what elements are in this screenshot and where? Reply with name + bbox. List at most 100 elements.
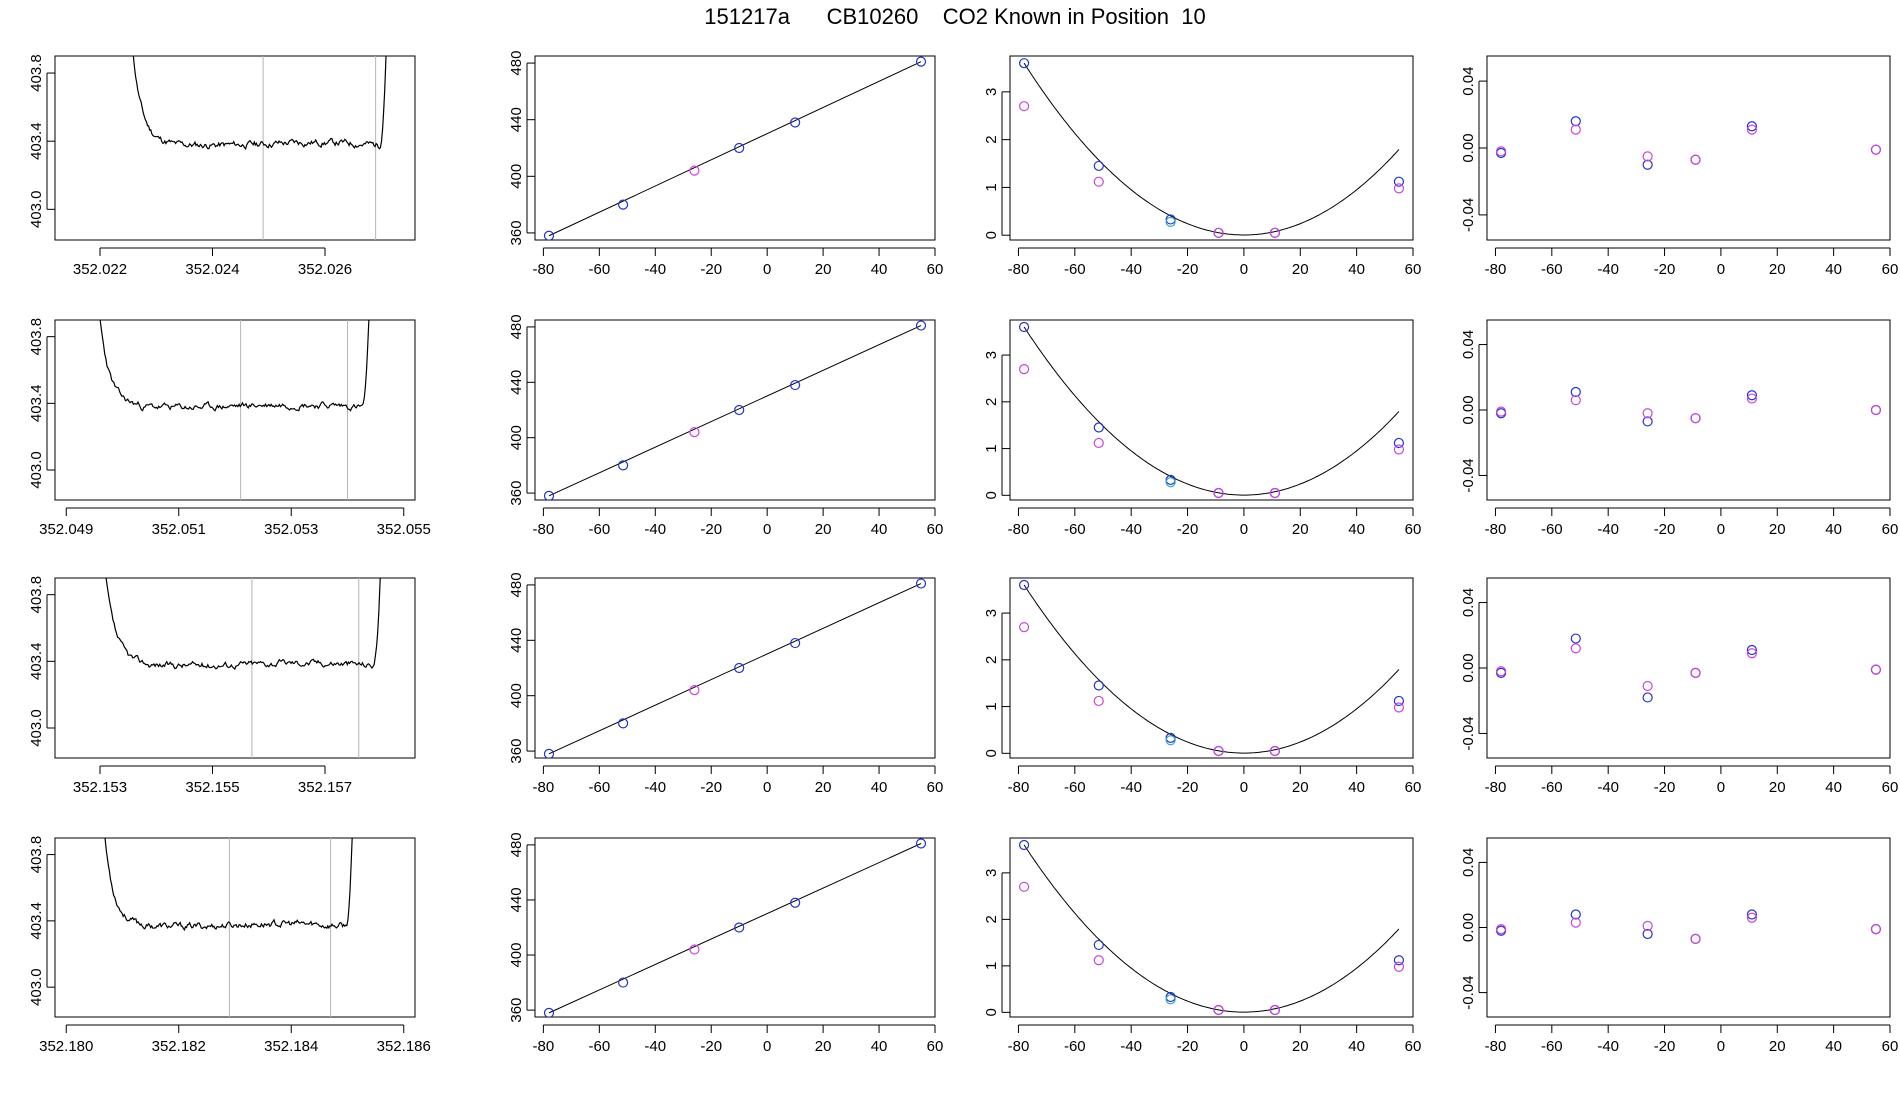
y-tick-label: 440 [508,628,525,653]
x-tick-label: -60 [1064,261,1086,278]
panel-fit-row-1: -80 -60 -40 -20 0 20 40 60 360 400 440 480 [508,51,943,278]
data-point [1093,422,1104,433]
data-point [1393,183,1405,194]
x-tick-label: 40 [1348,779,1365,796]
x-tick-label: 0 [1240,779,1248,796]
plot-area [543,838,927,1017]
data-point [1570,395,1581,406]
x-tick-label: 352.053 [264,521,318,538]
fit-curve [1023,584,1400,754]
data-point [915,578,927,589]
x-tick-label: 60 [1882,261,1899,278]
x-tick-label: -60 [1541,1038,1563,1055]
x-tick-label: 352.153 [73,779,127,796]
x-tick-label: 40 [1825,521,1842,538]
data-point [1093,955,1104,966]
x-tick-label: 20 [1769,521,1786,538]
x-tick-label: 60 [1405,521,1422,538]
x-tick-label: 40 [871,1038,888,1055]
x-tick-label: -80 [1008,779,1030,796]
y-tick-label: 480 [508,314,525,339]
data-point [1213,487,1224,499]
x-tick-label: 60 [927,1038,944,1055]
plot-frame [534,55,936,241]
x-tick-label: -40 [1597,779,1619,796]
data-point [1570,643,1581,654]
data-point [1165,216,1176,227]
y-tick-label: -0.04 [1460,975,1477,1009]
x-tick-label: -60 [1541,261,1563,278]
x-tick-label: 60 [1405,261,1422,278]
y-tick-label: 400 [508,425,525,450]
x-tick-label: 40 [871,521,888,538]
data-point [1269,1004,1281,1016]
data-point [618,718,629,729]
plot-frame [534,577,936,759]
x-tick-label: 40 [1348,261,1365,278]
x-tick-label: -20 [700,1038,722,1055]
x-tick-label: 60 [927,521,944,538]
x-tick-label: 20 [815,1038,832,1055]
data-point [915,56,927,67]
y-tick-label: 3 [983,869,1000,877]
data-point [1495,406,1507,417]
y-tick-label: 440 [508,107,525,132]
data-point [1746,124,1758,135]
data-point [734,404,745,416]
y-tick-label: 403.8 [28,836,45,874]
data-point [618,460,629,471]
x-tick-label: -60 [588,779,610,796]
y-tick-label: 0 [983,231,1000,239]
x-tick-label: 20 [1292,261,1309,278]
y-tick-label: 403.8 [28,318,45,356]
data-point [1093,176,1104,187]
x-tick-label: -80 [533,1038,555,1055]
data-point [1018,839,1030,851]
plot-frame [54,577,416,759]
y-tick-label: -0.04 [1460,198,1477,232]
plot-area [1018,321,1405,499]
time-series-line [99,320,370,412]
x-tick-label: 0 [763,261,771,278]
data-point [1495,666,1507,677]
x-tick-label: 20 [1292,521,1309,538]
data-point [1746,912,1758,923]
panel-fit-row-4: -80 -60 -40 -20 0 20 40 60 360 400 440 480 [508,832,943,1055]
y-tick-label: 3 [983,609,1000,617]
x-tick-label: -60 [588,1038,610,1055]
panel-resid-row-2: -80 -60 -40 -20 0 20 40 60 -0.04 0.00 0.04 [1460,319,1899,538]
data-point [1642,151,1653,162]
y-tick-label: 440 [508,370,525,395]
x-tick-label: 60 [1882,521,1899,538]
data-point [790,117,801,128]
data-point [1642,416,1653,427]
y-tick-label: 400 [508,943,525,968]
data-point [1213,1004,1224,1016]
x-tick-label: -20 [1654,1038,1676,1055]
y-tick-label: -0.04 [1460,716,1477,750]
y-tick-label: 360 [508,998,525,1023]
x-tick-label: -80 [1485,521,1507,538]
y-tick-label: 0 [983,491,1000,499]
data-point [1870,404,1882,416]
data-point [1746,644,1758,656]
data-point [1642,408,1653,419]
data-point [1746,909,1758,920]
y-tick-label: 3 [983,351,1000,359]
x-tick-label: 0 [763,521,771,538]
x-tick-label: 40 [1348,1038,1365,1055]
plot-area [1018,579,1405,757]
x-tick-label: -40 [1597,261,1619,278]
x-tick-label: 0 [1240,261,1248,278]
y-tick-label: 403.4 [28,643,45,681]
data-point [1018,881,1030,892]
x-tick-label: 40 [1825,779,1842,796]
x-tick-label: -60 [1541,521,1563,538]
time-series-line [105,578,381,671]
panel-quad-row-3: -80 -60 -40 -20 0 20 40 60 0 1 2 3 [983,577,1421,796]
y-tick-label: 1 [983,962,1000,970]
x-tick-label: 40 [1825,261,1842,278]
y-tick-label: 403.0 [28,191,45,229]
y-tick-label: 0.00 [1460,913,1477,942]
y-tick-label: 403.8 [28,54,45,92]
